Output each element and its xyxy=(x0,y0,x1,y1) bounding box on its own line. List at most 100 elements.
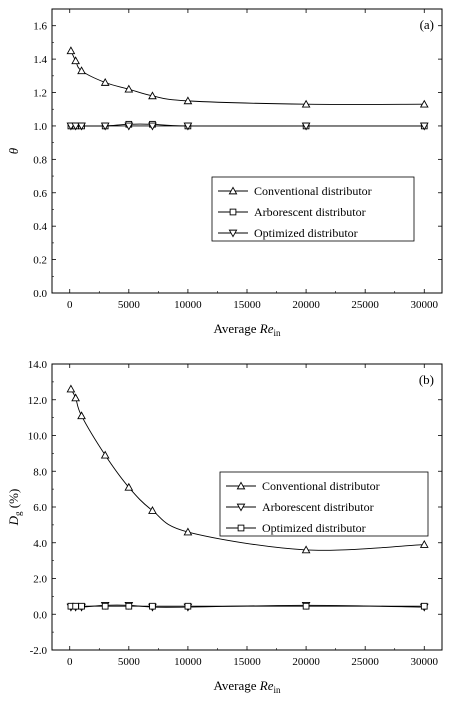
x-axis-label-subscript: in xyxy=(274,685,282,695)
x-tick-label: 25000 xyxy=(351,299,379,311)
data-point-series-2 xyxy=(302,602,310,610)
data-point-series-2 xyxy=(125,602,133,610)
legend-marker xyxy=(236,481,246,490)
legend: Conventional distributor Arborescent dist… xyxy=(211,176,415,242)
legend-label: Arborescent distributor xyxy=(254,205,366,219)
y-tick-label: 0.6 xyxy=(33,188,47,200)
data-point-series-0 xyxy=(124,482,134,491)
x-tick-label: 30000 xyxy=(411,299,439,311)
series-line-0 xyxy=(70,50,425,105)
y-tick-label: 1.0 xyxy=(33,121,47,133)
data-point-series-0 xyxy=(100,450,110,459)
x-tick-label: 0 xyxy=(67,299,73,311)
legend-label: Conventional distributor xyxy=(254,184,372,198)
y-tick-label: 1.4 xyxy=(33,54,47,66)
chart-panel-a: 0 5000 10000 15000 20000 25000 30000 0.0 0.2 0.4 0… xyxy=(6,8,443,338)
legend-marker xyxy=(236,503,246,512)
data-point-series-2 xyxy=(149,602,156,610)
x-axis-label-symbol: Re xyxy=(259,678,274,693)
y-tick-label: 0.2 xyxy=(33,255,47,267)
panel-label: (b) xyxy=(419,372,434,387)
y-axis-label-symbol: D xyxy=(6,515,21,526)
legend-label: Arborescent distributor xyxy=(262,500,374,514)
legend-label: Conventional distributor xyxy=(262,479,380,493)
data-point-series-0 xyxy=(100,77,110,86)
x-tick-label: 20000 xyxy=(292,299,320,311)
data-point-series-0 xyxy=(66,384,76,393)
x-axis-label-prefix: Average xyxy=(213,321,259,336)
y-tick-label: 1.6 xyxy=(33,21,47,33)
x-tick-label: 15000 xyxy=(233,656,261,668)
data-point-series-0 xyxy=(77,411,86,420)
data-point-series-0 xyxy=(71,56,81,65)
series-line-0 xyxy=(70,388,425,551)
y-axis-label: Dg (%) xyxy=(6,489,23,527)
data-point-series-0 xyxy=(419,99,429,108)
y-tick-label: 0.4 xyxy=(33,221,47,233)
data-point-series-2 xyxy=(77,122,86,131)
y-tick-label: 12.0 xyxy=(28,395,48,407)
y-tick-label: 14.0 xyxy=(28,359,48,371)
x-tick-label: 25000 xyxy=(351,656,379,668)
y-axis-label-symbol: θ xyxy=(6,147,21,154)
x-axis-label: Average Rein xyxy=(213,678,281,695)
data-point-series-0 xyxy=(148,91,157,100)
data-point-series-0 xyxy=(419,540,429,548)
y-tick-label: 0.0 xyxy=(33,288,47,300)
legend-marker xyxy=(237,524,245,532)
y-tick-label: 0.8 xyxy=(33,154,47,166)
legend-label: Optimized distributor xyxy=(262,521,366,535)
data-point-series-2 xyxy=(420,602,428,610)
data-point-series-2 xyxy=(72,602,79,610)
data-point-series-2 xyxy=(148,122,157,131)
x-tick-label: 10000 xyxy=(174,299,202,311)
x-axis-label-symbol: Re xyxy=(259,321,274,336)
chart-panel-b: 0 5000 10000 15000 20000 25000 30000 -2.0 0.0 2.0… xyxy=(6,359,443,695)
data-point-series-2 xyxy=(301,122,311,131)
legend-box xyxy=(219,471,429,537)
panel-label: (a) xyxy=(420,17,434,32)
legend-box xyxy=(211,176,415,242)
y-tick-label: 0.0 xyxy=(33,609,47,621)
y-tick-label: -2.0 xyxy=(30,645,48,657)
y-axis-label-subscript: g xyxy=(13,511,23,516)
data-point-series-0 xyxy=(183,527,193,536)
x-tick-label: 10000 xyxy=(174,656,202,668)
x-tick-label: 5000 xyxy=(118,656,141,668)
x-tick-label: 0 xyxy=(67,656,73,668)
plot-frame xyxy=(51,8,443,294)
x-axis-label-prefix: Average xyxy=(213,678,259,693)
data-point-series-2 xyxy=(184,602,192,610)
data-point-series-0 xyxy=(77,66,86,75)
data-point-series-2 xyxy=(78,602,85,610)
y-axis-label-unit: (%) xyxy=(6,489,21,512)
data-point-series-2 xyxy=(183,122,193,131)
x-axis-label: Average Rein xyxy=(213,321,281,338)
x-tick-label: 30000 xyxy=(411,656,439,668)
legend-marker xyxy=(229,208,237,216)
y-tick-label: 10.0 xyxy=(28,431,48,443)
data-point-series-2 xyxy=(71,122,81,131)
y-tick-label: 4.0 xyxy=(33,538,47,550)
data-point-series-0 xyxy=(301,545,311,554)
data-point-series-0 xyxy=(183,96,193,105)
data-point-series-2 xyxy=(100,122,110,131)
legend-marker xyxy=(228,229,238,238)
data-point-series-0 xyxy=(124,84,134,93)
y-axis-label: θ xyxy=(6,147,21,154)
y-tick-label: 2.0 xyxy=(33,574,47,586)
y-tick-label: 8.0 xyxy=(33,466,47,478)
data-point-series-2 xyxy=(419,122,429,131)
x-axis-label-subscript: in xyxy=(274,328,282,338)
legend-label: Optimized distributor xyxy=(254,226,358,240)
x-tick-label: 20000 xyxy=(292,656,320,668)
data-point-series-2 xyxy=(124,122,134,131)
y-tick-label: 1.2 xyxy=(33,88,47,100)
x-tick-label: 15000 xyxy=(233,299,261,311)
data-point-series-0 xyxy=(66,46,76,55)
data-point-series-0 xyxy=(148,506,157,514)
y-tick-label: 6.0 xyxy=(33,502,47,514)
data-point-series-0 xyxy=(301,99,311,108)
legend-marker xyxy=(228,186,238,195)
